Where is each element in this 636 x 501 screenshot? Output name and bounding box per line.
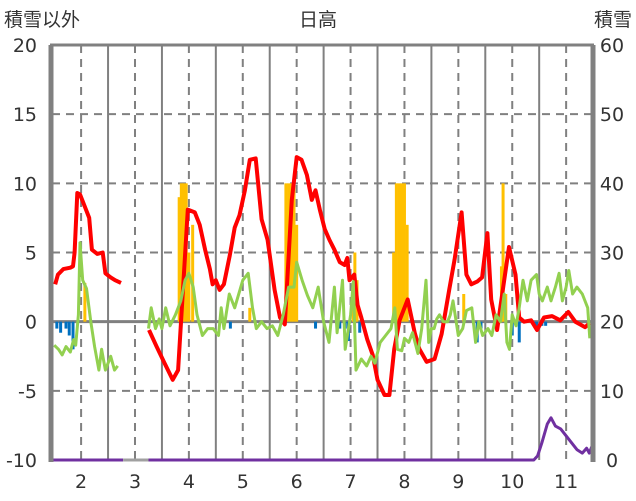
- blue-bar: [544, 321, 548, 326]
- blue-bar: [67, 321, 71, 336]
- left-tick-label: 20: [13, 35, 37, 57]
- x-tick-label: 9: [452, 471, 464, 493]
- left-tick-label: -5: [18, 381, 37, 403]
- plot-frame: [48, 43, 596, 462]
- right-tick-label: 40: [600, 173, 624, 195]
- orange-bar: [289, 183, 293, 322]
- blue-bar: [59, 321, 63, 333]
- left-axis-title: 積雪以外: [4, 9, 80, 31]
- right-axis-title: 積雪: [594, 9, 632, 31]
- orange-bar: [394, 183, 398, 322]
- x-tick-label: 11: [554, 471, 578, 493]
- red-series-line: [53, 191, 122, 285]
- right-tick-label: 30: [600, 243, 624, 265]
- blue-bar: [358, 321, 362, 333]
- x-tick-label: 8: [398, 471, 410, 493]
- left-tick-label: 10: [13, 173, 37, 195]
- blue-bar: [64, 321, 68, 329]
- red-series-line: [147, 155, 592, 397]
- orange-bar: [400, 183, 404, 322]
- x-tick-label: 7: [345, 471, 357, 493]
- x-tick-label: 2: [75, 471, 87, 493]
- orange-bar: [397, 183, 401, 322]
- orange-bar: [83, 282, 87, 322]
- orange-bar: [179, 183, 183, 322]
- orange-bar: [248, 307, 252, 322]
- chart-title: 日高: [299, 9, 337, 31]
- x-tick-label: 3: [129, 471, 141, 493]
- series-lines: [52, 155, 594, 462]
- right-tick-label: 10: [600, 381, 624, 403]
- right-tick-label: 60: [600, 35, 624, 57]
- x-tick-label: 10: [500, 471, 524, 493]
- x-tick-label: 5: [237, 471, 249, 493]
- right-tick-label: 20: [600, 312, 624, 334]
- blue-bar: [314, 321, 318, 329]
- orange-bar: [292, 183, 296, 322]
- x-tick-label: 6: [291, 471, 303, 493]
- blue-bar: [534, 321, 538, 329]
- left-tick-label: 15: [13, 104, 37, 126]
- blue-bar: [338, 321, 342, 329]
- orange-bar: [177, 197, 181, 322]
- purple-series-line: [148, 416, 594, 462]
- orange-bar: [392, 252, 396, 322]
- orange-bar: [462, 294, 466, 322]
- green-series-line: [53, 241, 119, 372]
- orange-bar: [402, 183, 406, 322]
- blue-bar: [55, 321, 59, 329]
- orange-bar: [405, 224, 409, 322]
- green-series-line: [147, 260, 592, 372]
- blue-bar: [71, 321, 75, 350]
- orange-bar: [501, 183, 505, 322]
- blue-bar: [228, 321, 232, 329]
- orange-bar: [187, 252, 191, 322]
- blue-bar: [517, 321, 521, 343]
- orange-bar: [284, 183, 288, 322]
- orange-bar: [191, 224, 195, 322]
- right-tick-label: 0: [606, 450, 618, 472]
- right-tick-label: 50: [600, 104, 624, 126]
- left-tick-label: 5: [25, 243, 37, 265]
- left-tick-label: -10: [6, 450, 37, 472]
- left-tick-label: 0: [25, 312, 37, 334]
- x-tick-label: 4: [183, 471, 195, 493]
